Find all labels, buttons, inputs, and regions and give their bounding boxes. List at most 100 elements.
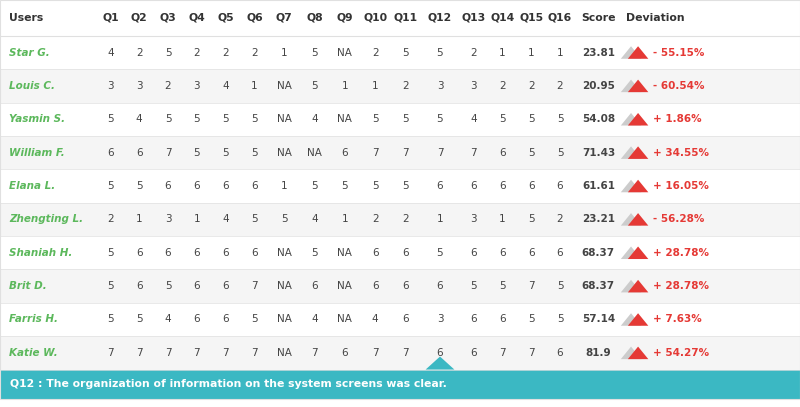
Text: NA: NA bbox=[277, 81, 291, 91]
Text: 5: 5 bbox=[402, 48, 409, 57]
Bar bbox=[0, 36, 800, 69]
Text: 7: 7 bbox=[470, 148, 477, 158]
Text: 5: 5 bbox=[557, 148, 563, 158]
Text: Q9: Q9 bbox=[337, 13, 353, 23]
Text: 5: 5 bbox=[251, 214, 258, 224]
Polygon shape bbox=[621, 347, 642, 359]
Text: 2: 2 bbox=[136, 48, 142, 57]
Text: 5: 5 bbox=[557, 281, 563, 291]
Text: 5: 5 bbox=[372, 181, 378, 191]
Polygon shape bbox=[621, 180, 642, 192]
Polygon shape bbox=[628, 247, 648, 259]
Text: 2: 2 bbox=[372, 48, 378, 57]
Text: 6: 6 bbox=[194, 281, 200, 291]
Text: 6: 6 bbox=[222, 281, 229, 291]
Text: 6: 6 bbox=[136, 281, 142, 291]
Text: NA: NA bbox=[307, 148, 322, 158]
Text: 6: 6 bbox=[470, 248, 477, 258]
Text: 6: 6 bbox=[402, 315, 409, 324]
Text: 2: 2 bbox=[557, 81, 563, 91]
Text: 7: 7 bbox=[165, 148, 171, 158]
Text: William F.: William F. bbox=[9, 148, 65, 158]
Text: NA: NA bbox=[277, 315, 291, 324]
Text: Q13: Q13 bbox=[462, 13, 486, 23]
Text: 5: 5 bbox=[372, 114, 378, 124]
Text: + 54.27%: + 54.27% bbox=[653, 348, 709, 358]
Text: 5: 5 bbox=[437, 248, 443, 258]
Text: 20.95: 20.95 bbox=[582, 81, 615, 91]
Text: 2: 2 bbox=[557, 214, 563, 224]
Text: 54.08: 54.08 bbox=[582, 114, 615, 124]
Text: 3: 3 bbox=[437, 315, 443, 324]
Text: 2: 2 bbox=[402, 214, 409, 224]
Text: 7: 7 bbox=[311, 348, 318, 358]
Text: 6: 6 bbox=[499, 315, 506, 324]
Bar bbox=[0, 236, 800, 269]
Polygon shape bbox=[628, 180, 648, 192]
Text: 5: 5 bbox=[557, 315, 563, 324]
Text: 7: 7 bbox=[437, 148, 443, 158]
Polygon shape bbox=[628, 313, 648, 326]
Polygon shape bbox=[621, 280, 642, 292]
Text: 5: 5 bbox=[165, 281, 171, 291]
Polygon shape bbox=[621, 247, 642, 259]
Polygon shape bbox=[621, 213, 642, 225]
Text: Deviation: Deviation bbox=[626, 13, 684, 23]
Text: 5: 5 bbox=[251, 315, 258, 324]
Text: 6: 6 bbox=[222, 181, 229, 191]
Text: 5: 5 bbox=[499, 281, 506, 291]
Text: 5: 5 bbox=[342, 181, 348, 191]
Text: 5: 5 bbox=[557, 114, 563, 124]
Text: 5: 5 bbox=[470, 281, 477, 291]
Text: 6: 6 bbox=[194, 248, 200, 258]
Text: Q11: Q11 bbox=[394, 13, 418, 23]
Text: + 28.78%: + 28.78% bbox=[653, 281, 709, 291]
Text: 6: 6 bbox=[251, 248, 258, 258]
Text: 4: 4 bbox=[222, 214, 229, 224]
Text: 5: 5 bbox=[528, 315, 534, 324]
Text: 5: 5 bbox=[165, 114, 171, 124]
Text: NA: NA bbox=[277, 348, 291, 358]
Text: 6: 6 bbox=[470, 315, 477, 324]
Text: 68.37: 68.37 bbox=[582, 248, 615, 258]
Text: 7: 7 bbox=[194, 348, 200, 358]
Text: 68.37: 68.37 bbox=[582, 281, 615, 291]
Text: Q12: Q12 bbox=[428, 13, 452, 23]
Text: - 55.15%: - 55.15% bbox=[653, 48, 704, 57]
Text: - 56.28%: - 56.28% bbox=[653, 214, 704, 224]
Text: Q16: Q16 bbox=[548, 13, 572, 23]
Text: 1: 1 bbox=[499, 214, 506, 224]
Text: 2: 2 bbox=[499, 81, 506, 91]
Text: 7: 7 bbox=[402, 348, 409, 358]
Text: NA: NA bbox=[277, 148, 291, 158]
Text: 5: 5 bbox=[499, 114, 506, 124]
Text: 6: 6 bbox=[528, 181, 534, 191]
Text: 6: 6 bbox=[136, 148, 142, 158]
Text: 4: 4 bbox=[136, 114, 142, 124]
Polygon shape bbox=[621, 46, 642, 59]
Text: 1: 1 bbox=[281, 181, 287, 191]
Text: 7: 7 bbox=[107, 348, 114, 358]
Text: Score: Score bbox=[581, 13, 616, 23]
Text: Farris H.: Farris H. bbox=[9, 315, 58, 324]
Text: 1: 1 bbox=[342, 81, 348, 91]
Text: Q6: Q6 bbox=[246, 13, 262, 23]
Bar bbox=[0, 203, 800, 236]
Text: 5: 5 bbox=[107, 315, 114, 324]
Text: 2: 2 bbox=[222, 48, 229, 57]
Text: 6: 6 bbox=[470, 181, 477, 191]
Polygon shape bbox=[621, 313, 642, 326]
Text: 6: 6 bbox=[470, 348, 477, 358]
Text: 2: 2 bbox=[107, 214, 114, 224]
Bar bbox=[0, 103, 800, 136]
Text: NA: NA bbox=[277, 248, 291, 258]
Text: 5: 5 bbox=[311, 248, 318, 258]
Text: 5: 5 bbox=[107, 248, 114, 258]
Text: 6: 6 bbox=[499, 248, 506, 258]
Text: Katie W.: Katie W. bbox=[9, 348, 58, 358]
Text: 6: 6 bbox=[499, 148, 506, 158]
Bar bbox=[0, 303, 800, 336]
Text: 5: 5 bbox=[528, 148, 534, 158]
Text: 4: 4 bbox=[165, 315, 171, 324]
Bar bbox=[0, 69, 800, 103]
